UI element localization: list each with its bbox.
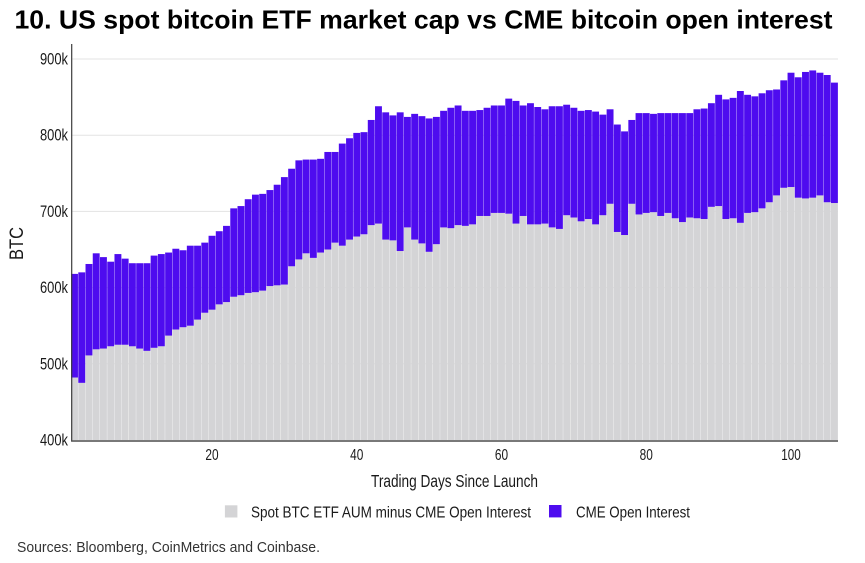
svg-text:600k: 600k xyxy=(40,279,69,297)
svg-text:60: 60 xyxy=(495,447,508,464)
svg-text:Sources: Bloomberg, CoinMetric: Sources: Bloomberg, CoinMetrics and Coin… xyxy=(17,539,320,556)
svg-text:800k: 800k xyxy=(40,127,69,145)
svg-text:Trading Days Since Launch: Trading Days Since Launch xyxy=(371,471,538,491)
svg-text:BTC: BTC xyxy=(7,227,28,260)
svg-text:80: 80 xyxy=(640,447,653,464)
svg-text:700k: 700k xyxy=(40,203,69,221)
svg-text:CME Open Interest: CME Open Interest xyxy=(576,505,690,522)
svg-text:20: 20 xyxy=(205,447,218,464)
svg-text:Spot BTC ETF AUM minus CME Ope: Spot BTC ETF AUM minus CME Open Interest xyxy=(251,505,531,522)
svg-text:900k: 900k xyxy=(40,51,69,69)
svg-text:400k: 400k xyxy=(40,432,69,450)
svg-text:10. US spot bitcoin ETF market: 10. US spot bitcoin ETF market cap vs CM… xyxy=(15,5,833,35)
svg-text:500k: 500k xyxy=(40,355,69,373)
svg-text:100: 100 xyxy=(781,447,801,464)
svg-text:40: 40 xyxy=(350,447,363,464)
